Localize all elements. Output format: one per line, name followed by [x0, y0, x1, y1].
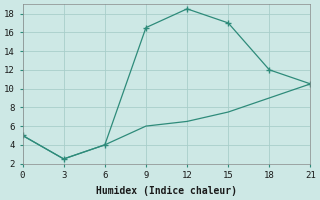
X-axis label: Humidex (Indice chaleur): Humidex (Indice chaleur): [96, 186, 237, 196]
